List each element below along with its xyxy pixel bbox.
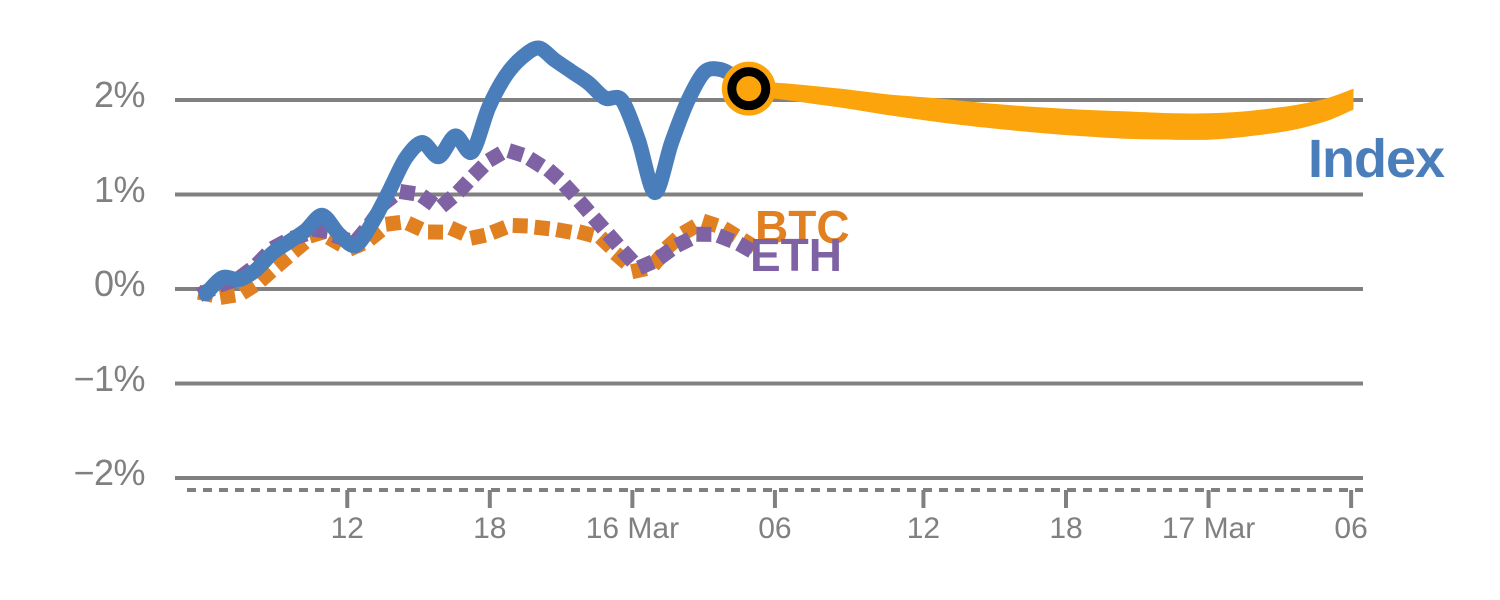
- x-axis-tick-label: 12: [906, 512, 941, 545]
- forecast-start-marker: [721, 61, 776, 116]
- eth-series-label: ETH: [750, 229, 842, 281]
- y-axis-tick-label: 2%: [93, 74, 146, 115]
- x-axis-tick-label: 18: [1049, 512, 1083, 545]
- x-axis-tick-label: 17 Mar: [1161, 512, 1256, 545]
- btc-series-label: BTC: [755, 201, 850, 253]
- gridlines: [175, 98, 1363, 480]
- x-axis-tick-label: 16 Mar: [585, 512, 680, 545]
- y-axis-tick-label: −1%: [73, 357, 145, 399]
- btc-series-line: [196, 213, 760, 305]
- y-axis-tick-label: −2%: [73, 452, 145, 493]
- x-axis-tick-label: 06: [1334, 512, 1368, 545]
- x-axis-tick-label: 12: [330, 512, 364, 545]
- x-axis-tick-label: 06: [758, 512, 792, 545]
- index-forecast-band: [748, 81, 1354, 140]
- index-series-line: [198, 40, 757, 302]
- index-series-label: Index: [1308, 129, 1445, 189]
- y-axis-tick-label: 0%: [93, 263, 146, 304]
- y-axis-tick-label: 1%: [93, 168, 146, 210]
- x-axis-ticks: [345, 490, 1354, 508]
- x-axis-tick-label: 18: [473, 512, 507, 545]
